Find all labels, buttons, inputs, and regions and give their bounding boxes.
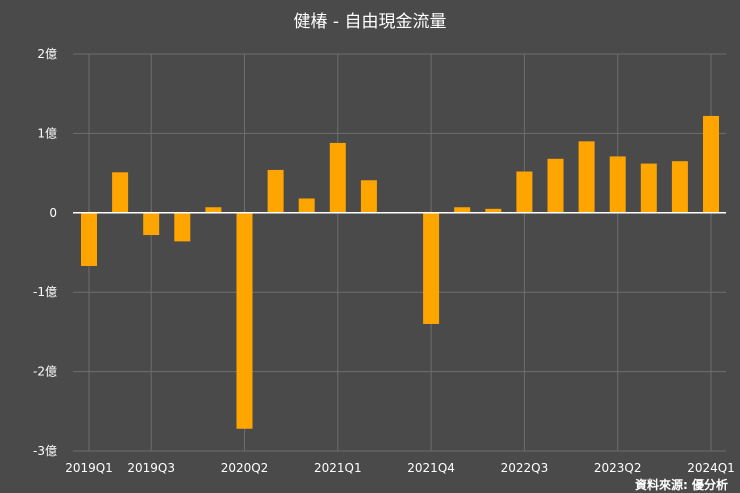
y-tick-label: -3億 bbox=[33, 444, 57, 458]
y-tick-label: -2億 bbox=[33, 365, 57, 379]
bar bbox=[671, 161, 688, 213]
grid bbox=[73, 53, 726, 452]
x-tick-label: 2024Q1 bbox=[687, 461, 735, 475]
bar bbox=[703, 115, 719, 213]
bar bbox=[360, 180, 377, 213]
bar bbox=[112, 172, 129, 213]
y-tick-label: -1億 bbox=[33, 285, 57, 299]
chart-title: 健椿 - 自由現金流量 bbox=[294, 12, 447, 32]
bar bbox=[454, 207, 471, 213]
bar bbox=[81, 212, 97, 266]
bar bbox=[267, 169, 284, 213]
source-label: 資料來源: 優分析 bbox=[635, 477, 728, 492]
y-axis-ticks: 2億 1億 0 -1億 -2億 -3億 bbox=[33, 47, 57, 458]
x-tick-label: 2022Q3 bbox=[501, 461, 549, 475]
y-tick-label: 2億 bbox=[37, 47, 57, 61]
bar bbox=[578, 141, 595, 213]
bar bbox=[485, 208, 502, 213]
x-tick-label: 2019Q1 bbox=[65, 461, 113, 475]
bar bbox=[640, 163, 657, 213]
bar bbox=[143, 212, 160, 236]
x-tick-label: 2021Q1 bbox=[314, 461, 362, 475]
bar bbox=[547, 158, 564, 213]
x-tick-label: 2023Q2 bbox=[594, 461, 642, 475]
bar bbox=[205, 207, 222, 213]
bar bbox=[516, 171, 533, 213]
bar bbox=[329, 142, 346, 213]
bar bbox=[423, 212, 440, 324]
y-tick-label: 1億 bbox=[37, 126, 57, 140]
bar bbox=[236, 212, 253, 429]
x-tick-label: 2020Q2 bbox=[221, 461, 269, 475]
bars bbox=[81, 115, 719, 429]
x-tick-label: 2019Q3 bbox=[127, 461, 175, 475]
x-tick-label: 2021Q4 bbox=[407, 461, 455, 475]
x-axis-ticks: 2019Q1 2019Q3 2020Q2 2021Q1 2021Q4 2022Q3 2023… bbox=[65, 461, 735, 475]
bar bbox=[298, 198, 315, 213]
bar bbox=[174, 212, 191, 242]
y-tick-label: 0 bbox=[49, 206, 57, 220]
bar bbox=[609, 156, 626, 213]
